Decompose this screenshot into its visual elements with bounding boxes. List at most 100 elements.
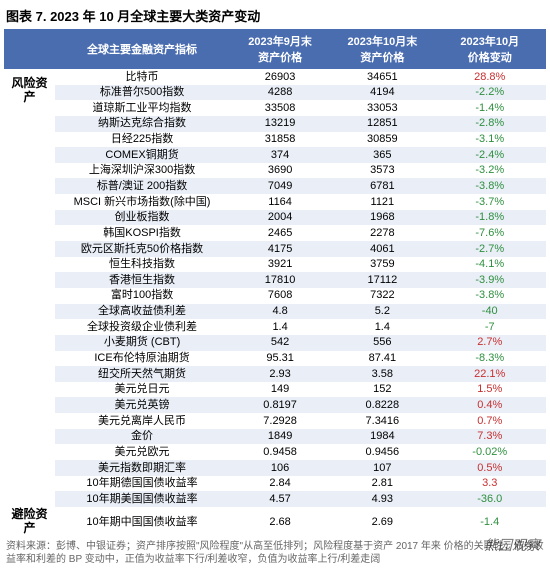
table-row: 风险资产比特币269033465128.8% [4, 69, 546, 85]
value-oct: 87.41 [331, 351, 433, 367]
col-oct: 2023年10月末 资产价格 [331, 30, 433, 69]
value-oct: 3759 [331, 257, 433, 273]
value-change: -7.6% [433, 225, 546, 241]
asset-name: MSCI 新兴市场指数(除中国) [55, 194, 229, 210]
value-change: -1.8% [433, 210, 546, 226]
col-blank [4, 30, 55, 69]
value-sep: 4175 [229, 241, 331, 257]
value-change: -3.8% [433, 288, 546, 304]
table-row: 美元兑离岸人民币7.29287.34160.7% [4, 413, 546, 429]
value-sep: 374 [229, 147, 331, 163]
chart-title: 图表 7. 2023 年 10 月全球主要大类资产变动 [4, 4, 546, 29]
col-chg: 2023年10月 价格变动 [433, 30, 546, 69]
value-sep: 106 [229, 460, 331, 476]
table-row: 纽交所天然气期货2.933.5822.1% [4, 366, 546, 382]
value-sep: 31858 [229, 132, 331, 148]
risk-label: 风险资产 [4, 69, 55, 507]
value-oct: 2278 [331, 225, 433, 241]
value-change: 3.3 [433, 476, 546, 492]
asset-name: 美元指数即期汇率 [55, 460, 229, 476]
value-sep: 2465 [229, 225, 331, 241]
table-row: 欧元区斯托克50价格指数41754061-2.7% [4, 241, 546, 257]
value-change: -3.9% [433, 272, 546, 288]
value-sep: 17810 [229, 272, 331, 288]
footnote: 资料来源：彭博、中银证券；资产排序按照"风险程度"从高至低排列；风险程度基于资产… [4, 537, 546, 566]
table-row: 标普/澳证 200指数70496781-3.8% [4, 178, 546, 194]
table-row: 日经225指数3185830859-3.1% [4, 132, 546, 148]
value-sep: 4.57 [229, 491, 331, 507]
value-oct: 3.58 [331, 366, 433, 382]
table-row: 韩国KOSPI指数24652278-7.6% [4, 225, 546, 241]
value-sep: 26903 [229, 69, 331, 85]
table-body: 风险资产比特币269033465128.8%标准普尔500指数42884194-… [4, 69, 546, 538]
value-sep: 2.84 [229, 476, 331, 492]
table-row: 纳斯达克综合指数1321912851-2.8% [4, 116, 546, 132]
value-oct: 1121 [331, 194, 433, 210]
value-oct: 33053 [331, 100, 433, 116]
value-sep: 4.8 [229, 304, 331, 320]
asset-name: 全球投资级企业债利差 [55, 319, 229, 335]
value-change: -0.02% [433, 444, 546, 460]
asset-name: 美元兑离岸人民币 [55, 413, 229, 429]
value-oct: 3573 [331, 163, 433, 179]
value-change: -3.1% [433, 132, 546, 148]
value-change: -7 [433, 319, 546, 335]
value-oct: 2.69 [331, 507, 433, 537]
table-row: 避险资产10年期中国国债收益率2.682.69-1.4 [4, 507, 546, 537]
value-sep: 149 [229, 382, 331, 398]
value-change: 2.7% [433, 335, 546, 351]
value-oct: 6781 [331, 178, 433, 194]
asset-name: 香港恒生指数 [55, 272, 229, 288]
table-row: COMEX铜期货374365-2.4% [4, 147, 546, 163]
value-oct: 107 [331, 460, 433, 476]
value-oct: 365 [331, 147, 433, 163]
value-oct: 4061 [331, 241, 433, 257]
table-row: 小麦期货 (CBT)5425562.7% [4, 335, 546, 351]
asset-name: 韩国KOSPI指数 [55, 225, 229, 241]
value-oct: 4.93 [331, 491, 433, 507]
value-oct: 1984 [331, 429, 433, 445]
asset-name: 美元兑日元 [55, 382, 229, 398]
value-sep: 95.31 [229, 351, 331, 367]
value-change: -8.3% [433, 351, 546, 367]
asset-name: 恒生科技指数 [55, 257, 229, 273]
value-sep: 7608 [229, 288, 331, 304]
asset-name: 比特币 [55, 69, 229, 85]
table-row: 全球投资级企业债利差1.41.4-7 [4, 319, 546, 335]
value-oct: 5.2 [331, 304, 433, 320]
value-oct: 556 [331, 335, 433, 351]
table-row: 道琼斯工业平均指数3350833053-1.4% [4, 100, 546, 116]
value-sep: 7049 [229, 178, 331, 194]
asset-name: 美元兑欧元 [55, 444, 229, 460]
value-oct: 17112 [331, 272, 433, 288]
value-oct: 152 [331, 382, 433, 398]
asset-name: 美元兑英镑 [55, 397, 229, 413]
value-change: 22.1% [433, 366, 546, 382]
value-change: -1.4% [433, 100, 546, 116]
table-row: 富时100指数76087322-3.8% [4, 288, 546, 304]
safe-label: 避险资产 [4, 507, 55, 537]
asset-name: 道琼斯工业平均指数 [55, 100, 229, 116]
table-row: 10年期美国国债收益率4.574.93-36.0 [4, 491, 546, 507]
table-row: 金价184919847.3% [4, 429, 546, 445]
value-oct: 12851 [331, 116, 433, 132]
asset-name: 富时100指数 [55, 288, 229, 304]
value-sep: 2004 [229, 210, 331, 226]
value-change: -3.7% [433, 194, 546, 210]
value-change: -3.2% [433, 163, 546, 179]
table-row: 香港恒生指数1781017112-3.9% [4, 272, 546, 288]
asset-name: 创业板指数 [55, 210, 229, 226]
value-change: 1.5% [433, 382, 546, 398]
value-oct: 0.9456 [331, 444, 433, 460]
asset-name: 标普/澳证 200指数 [55, 178, 229, 194]
value-sep: 2.93 [229, 366, 331, 382]
value-change: -2.2% [433, 85, 546, 101]
value-oct: 4194 [331, 85, 433, 101]
value-change: -4.1% [433, 257, 546, 273]
table-row: 标准普尔500指数42884194-2.2% [4, 85, 546, 101]
value-oct: 30859 [331, 132, 433, 148]
value-change: -2.7% [433, 241, 546, 257]
table-row: 10年期德国国债收益率2.842.813.3 [4, 476, 546, 492]
asset-name: 10年期美国国债收益率 [55, 491, 229, 507]
value-oct: 1968 [331, 210, 433, 226]
